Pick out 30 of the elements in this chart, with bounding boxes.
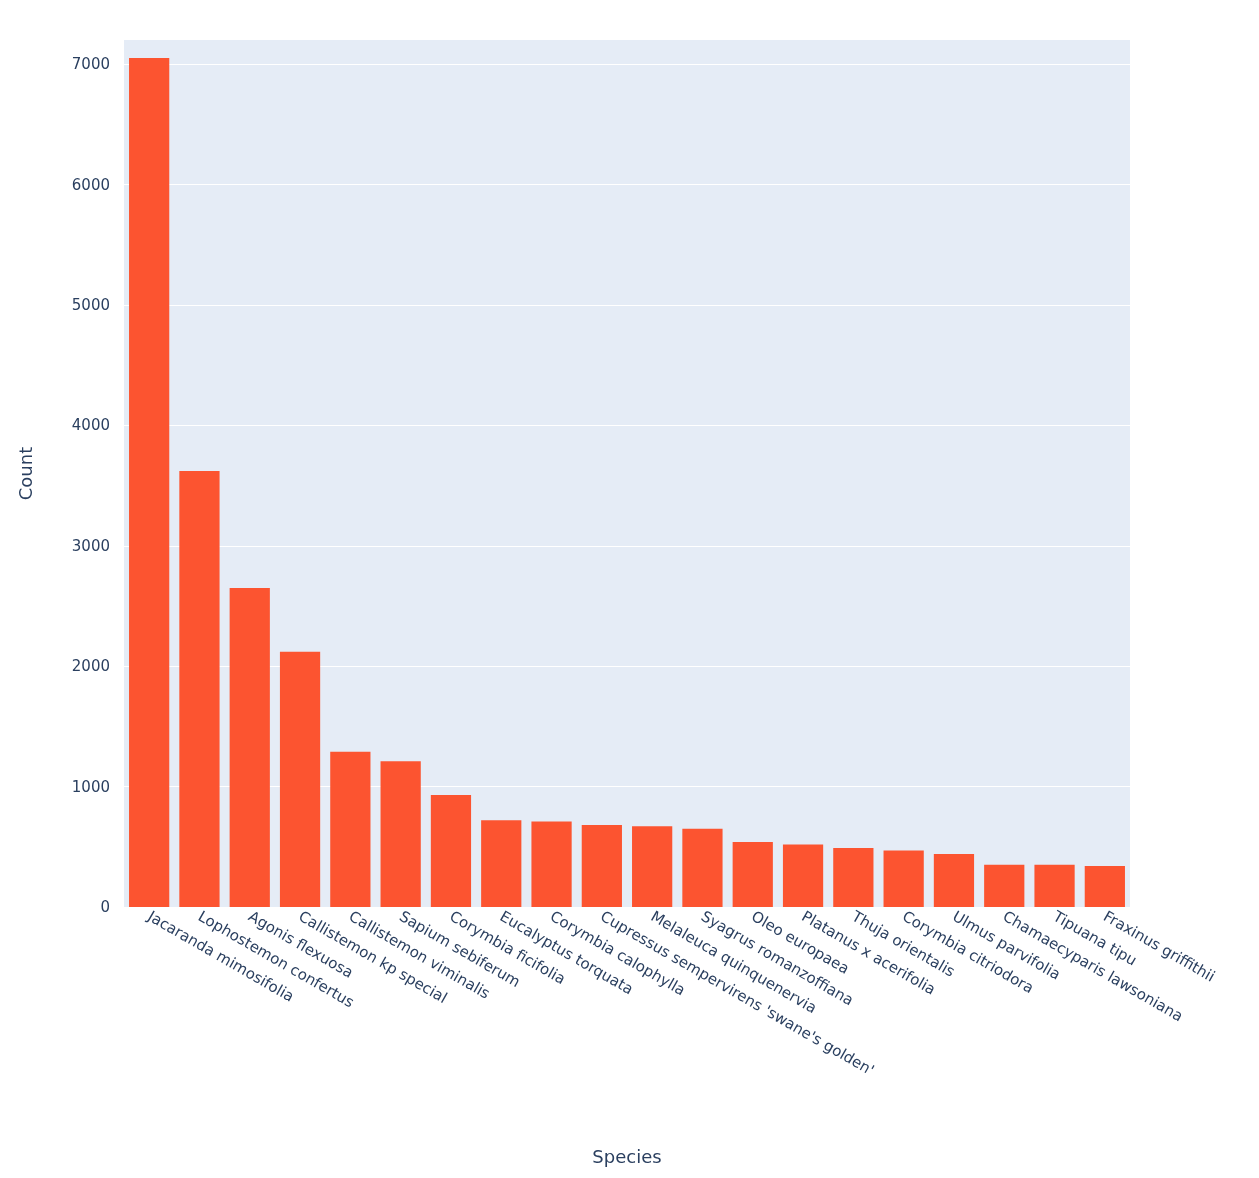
y-tick-label: 6000 xyxy=(71,175,110,194)
y-tick-label: 1000 xyxy=(71,777,110,796)
bar xyxy=(179,471,220,907)
bar xyxy=(229,587,270,907)
y-tick-label: 2000 xyxy=(71,657,110,676)
bar xyxy=(933,854,975,907)
y-tick-label: 0 xyxy=(100,898,110,916)
bar xyxy=(380,761,421,907)
y-axis-title: Count xyxy=(14,446,36,501)
bar xyxy=(732,841,773,907)
bar xyxy=(129,58,170,907)
bar xyxy=(330,751,371,907)
bar xyxy=(632,826,673,907)
bar xyxy=(1034,864,1075,907)
y-tick-label: 5000 xyxy=(71,295,110,314)
y-tick-label: 7000 xyxy=(71,55,110,74)
y-tick-label: 3000 xyxy=(71,536,110,555)
bar xyxy=(984,864,1025,907)
bar xyxy=(581,825,622,907)
bar xyxy=(883,850,924,907)
bar xyxy=(481,820,522,907)
y-tick-label: 4000 xyxy=(71,416,110,435)
bar xyxy=(682,828,723,907)
bar xyxy=(531,821,572,907)
bar xyxy=(279,651,321,907)
bar xyxy=(430,795,472,907)
x-axis-title: Species xyxy=(592,1145,662,1167)
bar xyxy=(782,844,824,907)
bar xyxy=(1084,866,1125,907)
bar xyxy=(833,848,874,907)
